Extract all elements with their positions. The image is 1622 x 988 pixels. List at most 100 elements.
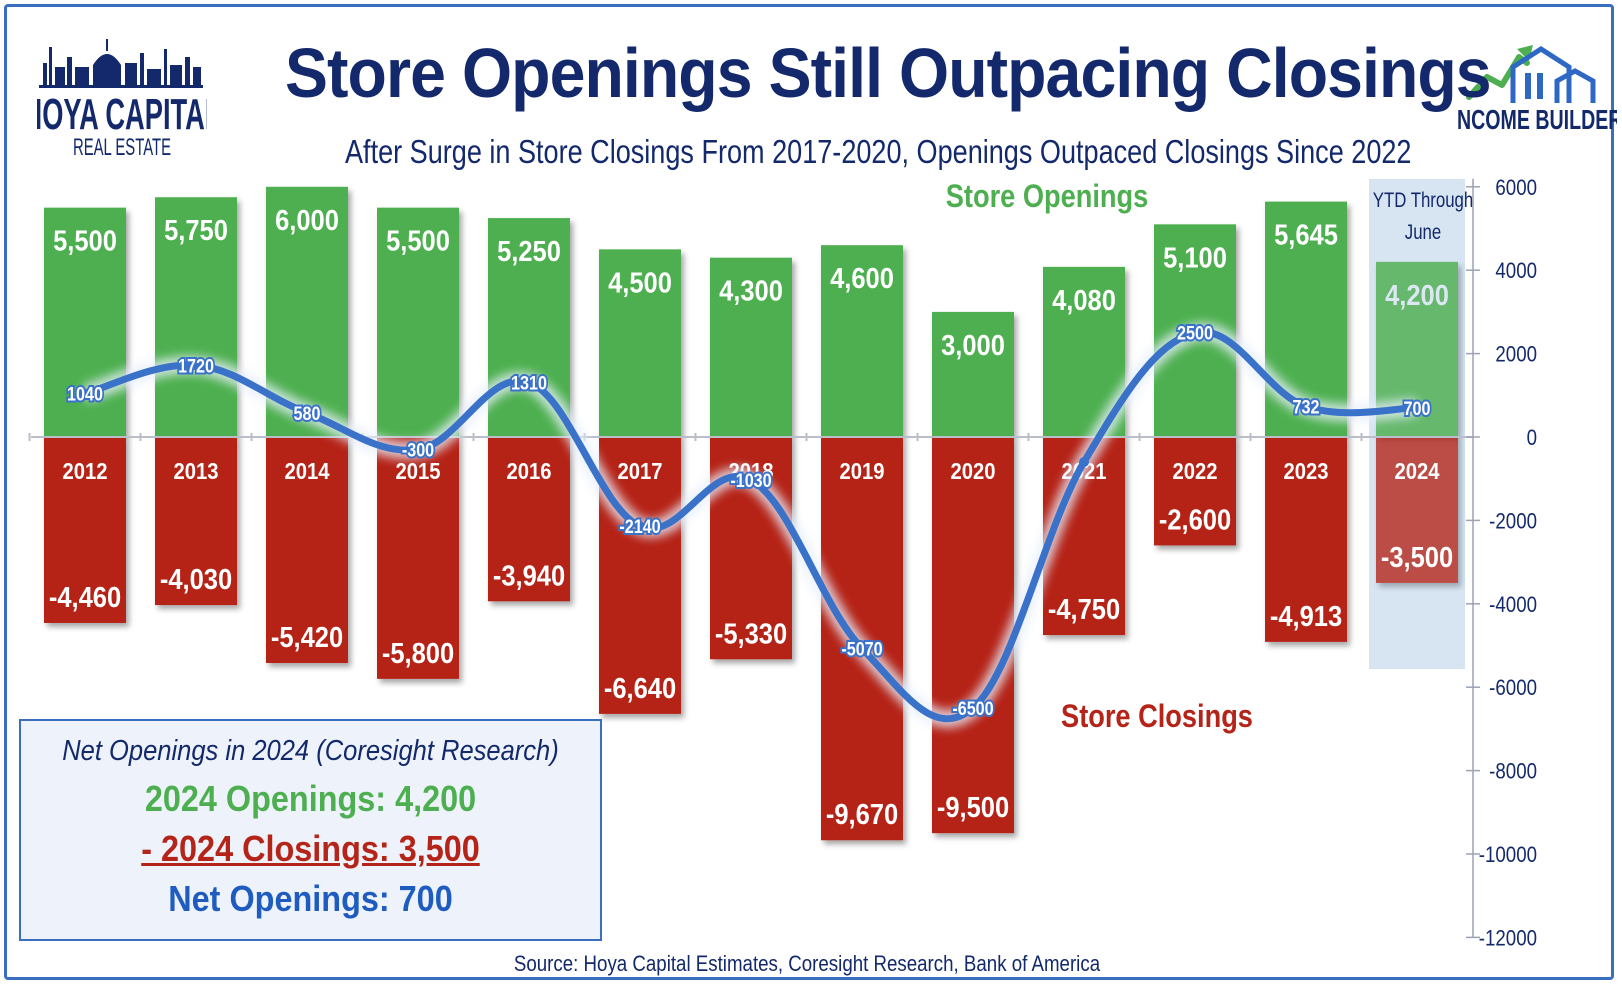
category-label-2017: 2017 — [617, 458, 662, 485]
net-point-2019 — [857, 643, 867, 654]
openings-value-label-2018: 4,300 — [719, 274, 783, 307]
net-point-2024 — [1412, 402, 1422, 413]
closings-bar-2015 — [377, 437, 459, 679]
openings-bar-2018 — [710, 257, 792, 437]
category-label-2023: 2023 — [1283, 458, 1328, 485]
category-label-2012: 2012 — [62, 458, 107, 485]
openings-value-label-2017: 4,500 — [608, 266, 672, 299]
closings-value-label-2013: -4,030 — [160, 563, 232, 596]
y-tick-label--4000: -4000 — [1489, 593, 1537, 617]
y-tick-label-2000: 2000 — [1495, 343, 1537, 367]
closings-bar-2023 — [1265, 437, 1347, 642]
closings-value-label-2018: -5,330 — [715, 617, 787, 650]
logo-left-line2: REAL ESTATE — [73, 135, 171, 161]
chart-frame: YTD Through June 6000 4000 2000 0 -2000 -4000 -… — [4, 4, 1622, 980]
closings-bar-2013 — [155, 437, 237, 606]
openings-bar-2012 — [44, 207, 126, 437]
ytd-note-line2: June — [1405, 221, 1441, 244]
net-point-2012 — [80, 388, 90, 399]
net-value-label-2016: 1310 — [511, 372, 547, 394]
chart-title: Store Openings Still Outpacing Closings — [285, 34, 1492, 112]
net-value-label-2012: 1040 — [67, 383, 103, 405]
closings-bar-2017 — [599, 437, 681, 714]
net-point-2013 — [191, 360, 201, 371]
logo-left-line1: HOYA CAPITAL — [37, 89, 207, 138]
ytd-note-line1: YTD Through — [1373, 189, 1473, 212]
net-point-2016 — [524, 377, 534, 388]
net-point-2021 — [1079, 457, 1089, 468]
category-label-2019: 2019 — [839, 458, 884, 485]
openings-value-label-2022: 5,100 — [1163, 241, 1227, 274]
annotation-store-openings: Store Openings — [946, 179, 1148, 215]
closings-value-label-2023: -4,913 — [1270, 599, 1342, 632]
closings-value-label-2012: -4,460 — [49, 580, 121, 613]
closings-bar-2014 — [266, 437, 348, 664]
closings-bar-2022 — [1154, 437, 1236, 546]
skyline-icon: HOYA CAPITAL REAL ESTATE — [23, 39, 221, 161]
openings-bar-2020 — [932, 311, 1014, 437]
category-label-2022: 2022 — [1172, 458, 1217, 485]
closings-bar-2020 — [932, 437, 1014, 834]
closings-value-label-2021: -4,750 — [1048, 593, 1120, 626]
closings-value-label-2014: -5,420 — [271, 620, 343, 653]
net-openings-box: Net Openings in 2024 (Coresight Research… — [19, 719, 602, 941]
category-label-2013: 2013 — [173, 458, 218, 485]
openings-value-label-2019: 4,600 — [830, 262, 894, 295]
chart-subtitle: After Surge in Store Closings From 2017-… — [345, 133, 1412, 170]
closings-value-label-2015: -5,800 — [382, 636, 454, 669]
category-label-2020: 2020 — [950, 458, 995, 485]
net-value-label-2023: 732 — [1293, 396, 1320, 418]
net-box-heading: Net Openings in 2024 (Coresight Research… — [62, 735, 559, 767]
income-builder-logo: INCOME BUILDER — [1452, 27, 1622, 147]
chart-svg: YTD Through June 6000 4000 2000 0 -2000 -4000 -… — [28, 176, 1537, 951]
category-label-2016: 2016 — [506, 458, 551, 485]
net-value-label-2018: -1030 — [730, 470, 771, 492]
category-label-2015: 2015 — [395, 458, 440, 485]
net-value-label-2024: 700 — [1404, 398, 1431, 420]
net-point-2023 — [1301, 401, 1311, 412]
closings-value-label-2016: -3,940 — [493, 559, 565, 592]
closings-value-label-2019: -9,670 — [826, 798, 898, 831]
y-tick-label-4000: 4000 — [1495, 260, 1537, 284]
y-tick-label--2000: -2000 — [1489, 510, 1537, 534]
closings-bar-2016 — [488, 437, 570, 602]
closings-value-label-2020: -9,500 — [937, 791, 1009, 824]
closings-value-label-2022: -2,600 — [1159, 503, 1231, 536]
net-box-closings: - 2024 Closings: 3,500 — [141, 828, 480, 869]
openings-value-label-2020: 3,000 — [941, 328, 1005, 361]
y-tick-label--6000: -6000 — [1489, 677, 1537, 701]
openings-value-label-2016: 5,250 — [497, 235, 561, 268]
closings-value-label-2017: -6,640 — [604, 671, 676, 704]
y-tick-label-6000: 6000 — [1495, 176, 1537, 200]
net-value-label-2013: 1720 — [178, 355, 214, 377]
chart-source: Source: Hoya Capital Estimates, Coresigh… — [513, 951, 1101, 976]
openings-value-label-2014: 6,000 — [275, 203, 339, 236]
category-label-2024: 2024 — [1394, 458, 1439, 485]
net-box-net: Net Openings: 700 — [168, 878, 453, 919]
closings-bar-2012 — [44, 437, 126, 623]
net-value-label-2022: 2500 — [1177, 323, 1213, 345]
net-value-label-2015: -300 — [402, 439, 434, 461]
category-label-2014: 2014 — [284, 458, 329, 485]
openings-value-label-2023: 5,645 — [1274, 218, 1338, 251]
openings-value-label-2012: 5,500 — [53, 224, 117, 257]
hoya-capital-logo: HOYA CAPITAL REAL ESTATE — [23, 37, 221, 167]
logo-right-text: INCOME BUILDER — [1457, 105, 1617, 136]
openings-bar-2013 — [155, 197, 237, 437]
y-tick-label-0: 0 — [1527, 427, 1537, 451]
net-value-label-2014: 580 — [294, 403, 321, 425]
net-point-2015 — [413, 444, 423, 455]
openings-value-label-2015: 5,500 — [386, 224, 450, 257]
openings-value-label-2021: 4,080 — [1052, 283, 1116, 316]
openings-bar-2019 — [821, 245, 903, 437]
net-point-2014 — [302, 407, 312, 418]
net-point-2018 — [746, 474, 756, 485]
annotation-store-closings: Store Closings — [1061, 699, 1253, 735]
growth-house-icon: INCOME BUILDER — [1452, 45, 1622, 136]
net-value-label-2019: -5070 — [841, 638, 882, 660]
y-tick-label--12000: -12000 — [1479, 927, 1537, 951]
openings-value-label-2024: 4,200 — [1385, 278, 1449, 311]
net-openings-line — [81, 328, 1421, 723]
closings-value-label-2024: -3,500 — [1381, 540, 1453, 573]
net-point-2017 — [635, 521, 645, 532]
